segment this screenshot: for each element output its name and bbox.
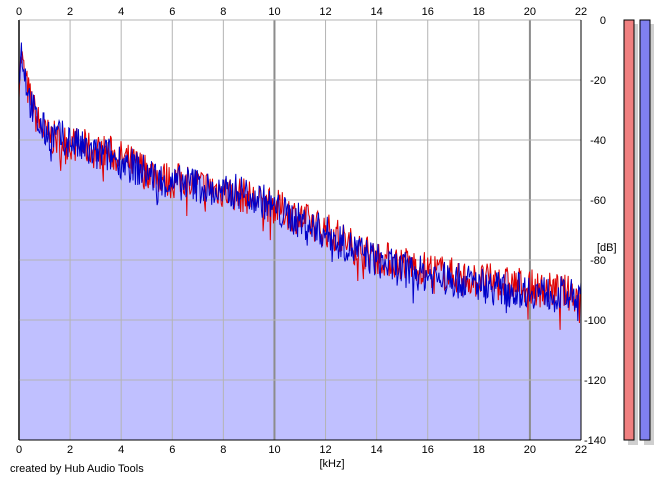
x-tick-top-10: 10: [268, 6, 280, 18]
series-line-2: [18, 42, 582, 322]
x-tick-bottom-18: 18: [473, 444, 485, 456]
x-tick-top-6: 6: [169, 6, 175, 18]
x-tick-top-18: 18: [473, 6, 485, 18]
x-tick-bottom-14: 14: [371, 444, 383, 456]
x-tick-bottom-20: 20: [524, 444, 536, 456]
spectrum-fill-layer: [19, 42, 581, 440]
x-tick-top-8: 8: [220, 6, 226, 18]
x-tick-bottom-10: 10: [268, 444, 280, 456]
x-tick-bottom-16: 16: [422, 444, 434, 456]
x-tick-top-14: 14: [371, 6, 383, 18]
level-meter-left: [623, 19, 635, 441]
x-tick-top-22: 22: [575, 6, 587, 18]
y-tick-0: 0: [600, 15, 606, 27]
x-tick-bottom-22: 22: [575, 444, 587, 456]
y-tick-60: -60: [590, 195, 606, 207]
series-lines: [18, 42, 582, 330]
x-axis-label: [kHz]: [319, 458, 344, 470]
x-tick-bottom-2: 2: [67, 444, 73, 456]
y-axis-label: [dB]: [597, 242, 617, 254]
y-tick-100: -100: [584, 315, 606, 327]
y-tick-labels: 0 -20 -40 -60 -80 -100 -120 -140: [584, 15, 606, 447]
x-tick-bottom-0: 0: [16, 444, 22, 456]
spectrum-area: [19, 42, 581, 440]
y-tick-140: -140: [584, 435, 606, 447]
y-tick-20: -20: [590, 75, 606, 87]
level-meter-right: [639, 19, 651, 441]
level-meters: [623, 19, 654, 445]
y-tick-40: -40: [590, 135, 606, 147]
x-tick-top-0: 0: [16, 6, 22, 18]
x-tick-bottom-8: 8: [220, 444, 226, 456]
x-tick-top-2: 2: [67, 6, 73, 18]
credit-text: created by Hub Audio Tools: [10, 463, 144, 475]
x-tick-top-20: 20: [524, 6, 536, 18]
plot-frame: [18, 20, 582, 441]
x-tick-top-16: 16: [422, 6, 434, 18]
y-tick-120: -120: [584, 375, 606, 387]
x-tick-bottom-6: 6: [169, 444, 175, 456]
x-tick-top-4: 4: [118, 6, 124, 18]
x-tick-bottom-12: 12: [319, 444, 331, 456]
x-tick-top-12: 12: [319, 6, 331, 18]
y-tick-80: -80: [590, 255, 606, 267]
x-tick-bottom-4: 4: [118, 444, 124, 456]
